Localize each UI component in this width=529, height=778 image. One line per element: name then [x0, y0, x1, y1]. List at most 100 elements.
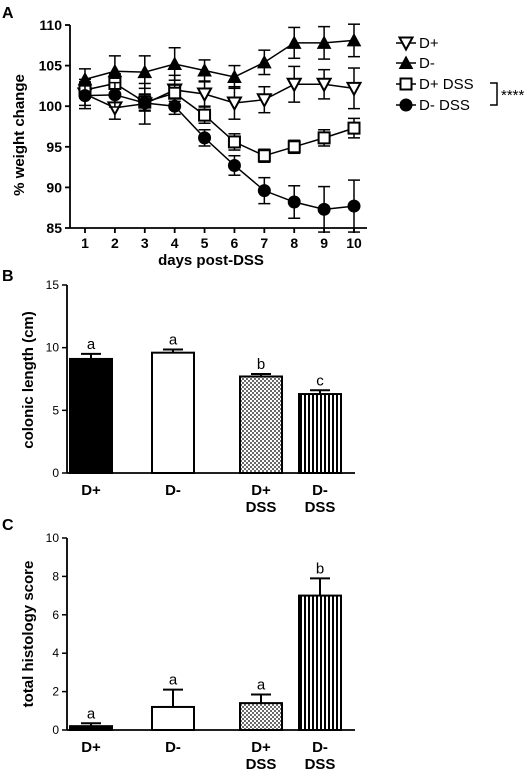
x-tick-label-a: 1 [81, 235, 89, 251]
legend-marker [398, 55, 414, 69]
series-line [84, 94, 355, 211]
significance-letter: a [87, 336, 96, 353]
x-tick-label-a: 8 [290, 235, 298, 251]
y-tick-label-b: 5 [52, 403, 59, 417]
bar [298, 393, 342, 475]
y-tick-label-a: 105 [39, 58, 63, 74]
bar-group-3: a D+DSS [239, 676, 283, 773]
panel-label-a: A [2, 5, 14, 22]
x-tick-label-b: D+ [251, 482, 271, 499]
x-tick-label-b: D+ [81, 482, 101, 499]
data-point [226, 96, 243, 112]
data-point [286, 35, 302, 49]
data-point [137, 64, 153, 79]
x-tick-label-c: D- [165, 739, 181, 756]
x-tick-label-c: D+ [251, 739, 271, 756]
y-tick-label-a: 90 [46, 179, 62, 195]
data-point [257, 184, 271, 198]
significance-letter: a [169, 672, 178, 689]
legend-marker [397, 36, 415, 52]
series-line [84, 39, 355, 81]
y-tick-label-b: 15 [46, 278, 60, 292]
x-tick-label-a: 6 [231, 235, 239, 251]
bar-group-1: a D+ [69, 705, 113, 756]
legend-label-d-plus-dss: D+ DSS [419, 76, 474, 93]
series-3 [78, 72, 361, 163]
legend-a: D+ D- D+ DSS D- DSS **** [396, 35, 525, 114]
data-point [167, 56, 183, 70]
y-tick-label-a: 85 [46, 220, 62, 236]
bar-group-2: a D- [151, 672, 195, 756]
data-point [317, 131, 331, 145]
y-tick-label-a: 100 [39, 98, 63, 114]
bar [239, 702, 283, 731]
data-point [345, 81, 363, 97]
x-tick-label-b: DSS [246, 499, 277, 516]
plot-area-a [76, 23, 363, 233]
data-point [287, 195, 301, 209]
y-tick-label-a: 110 [39, 17, 62, 33]
bar [298, 594, 342, 731]
x-tick-label-a: 3 [141, 235, 149, 251]
data-point [287, 140, 301, 154]
bar-group-1: a D+ [69, 336, 113, 499]
series-4 [78, 81, 361, 233]
panel-label-c: C [2, 517, 14, 534]
bar-group-4: b D-DSS [298, 560, 342, 773]
data-point [168, 99, 182, 113]
y-axis-label-a: % weight change [11, 74, 28, 196]
significance-letter: a [257, 676, 266, 693]
y-tick-label-a: 95 [46, 139, 62, 155]
y-tick-label-c: 2 [52, 685, 59, 699]
panel-a: A % weight change days post-DSS 85909510… [2, 5, 525, 269]
significance-bracket [490, 82, 498, 106]
data-point [256, 54, 272, 69]
x-tick-label-c: DSS [246, 756, 277, 773]
data-point [108, 88, 122, 102]
significance-letter: a [87, 705, 96, 722]
y-tick-label-c: 4 [52, 646, 59, 660]
data-point [78, 89, 92, 103]
bar [151, 705, 195, 732]
data-point [346, 32, 362, 47]
y-tick-label-b: 10 [46, 341, 60, 355]
x-tick-label-b: D- [165, 482, 181, 499]
data-point [198, 131, 212, 145]
series-2 [77, 23, 362, 91]
bar [69, 357, 113, 474]
data-point [316, 35, 332, 49]
x-tick-label-a: 7 [260, 235, 268, 251]
y-axis-label-b: colonic length (cm) [20, 311, 37, 449]
y-tick-label-c: 0 [52, 723, 59, 737]
x-tick-label-a: 4 [171, 235, 179, 251]
x-axis-label-a: days post-DSS [158, 252, 264, 269]
x-tick-label-c: D- [312, 739, 328, 756]
y-tick-label-b: 0 [52, 466, 59, 480]
y-tick-label-c: 8 [52, 569, 59, 583]
data-point [198, 108, 212, 122]
x-tick-label-c: DSS [305, 756, 336, 773]
panel-label-b: B [2, 268, 14, 285]
data-point [197, 62, 212, 77]
bar-group-3: b D+DSS [239, 356, 283, 516]
legend-label-d-minus-dss: D- DSS [419, 97, 470, 114]
bar [151, 351, 195, 474]
data-point [286, 77, 303, 93]
x-tick-label-c: D+ [81, 739, 101, 756]
y-axis-label-c: total histology score [20, 561, 37, 708]
data-point [315, 77, 333, 93]
data-point [347, 199, 361, 213]
x-tick-label-a: 5 [201, 235, 209, 251]
y-tick-label-c: 10 [46, 531, 60, 545]
bar [69, 725, 113, 731]
data-point [138, 96, 152, 110]
significance-letter: b [316, 560, 324, 577]
x-tick-label-a: 9 [320, 235, 328, 251]
legend-label-d-plus: D+ [419, 35, 439, 52]
significance-letter: b [257, 356, 265, 373]
y-tick-label-c: 6 [52, 608, 59, 622]
significance-letter: a [169, 332, 178, 349]
